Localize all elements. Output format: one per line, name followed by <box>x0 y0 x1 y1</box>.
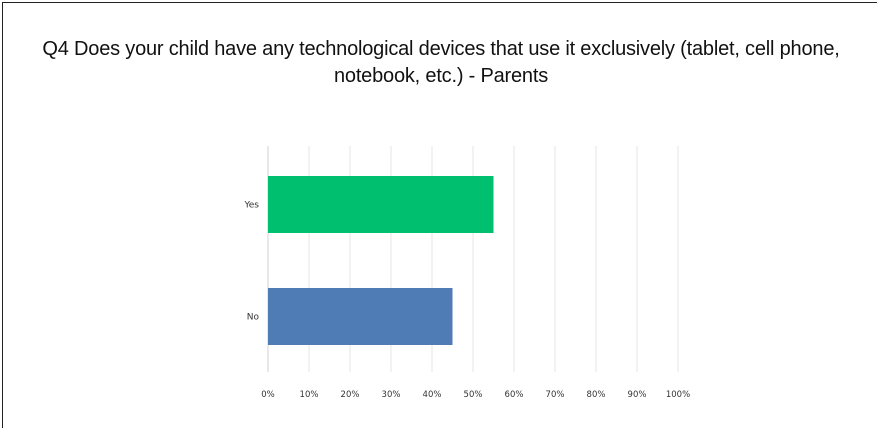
category-label-yes: Yes <box>243 201 259 211</box>
x-tick-label: 80% <box>587 390 606 400</box>
category-labels: Yes No <box>243 201 259 323</box>
bars <box>268 176 494 345</box>
chart-title: Q4 Does your child have any technologica… <box>42 38 840 87</box>
x-tick-label: 40% <box>423 390 442 400</box>
x-tick-label: 30% <box>382 390 401 400</box>
category-label-no: No <box>247 313 260 323</box>
x-tick-label: 70% <box>546 390 565 400</box>
x-tick-labels: 0% 10% 20% 30% 40% 50% 60% 70% 80% 90% 100% <box>261 390 690 400</box>
x-tick-label: 20% <box>341 390 360 400</box>
x-tick-label: 0% <box>261 390 275 400</box>
x-tick-label: 90% <box>628 390 647 400</box>
x-tick-label: 60% <box>505 390 524 400</box>
x-tick-label: 10% <box>300 390 319 400</box>
x-tick-label: 50% <box>464 390 483 400</box>
bar-no <box>268 288 453 345</box>
x-tick-label: 100% <box>666 390 690 400</box>
bar-yes <box>268 176 494 233</box>
